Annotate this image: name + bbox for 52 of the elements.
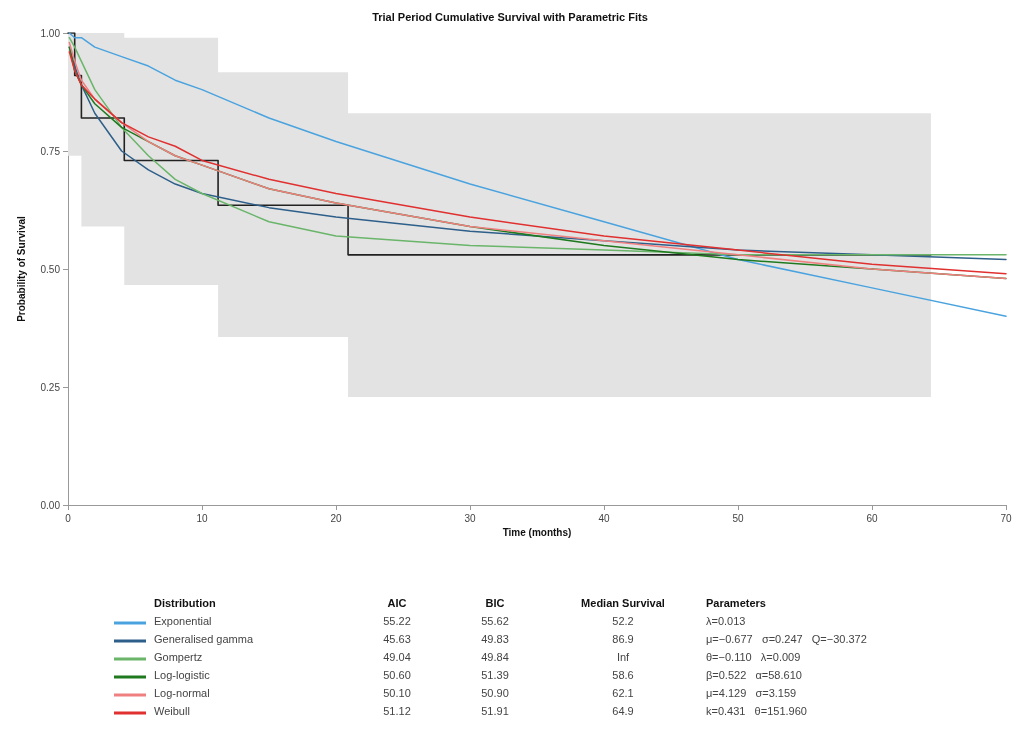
legend-title: Distribution	[153, 596, 217, 611]
text: Parameters	[705, 596, 767, 611]
y-tick-label: 0.00	[40, 499, 61, 511]
text: AIC	[386, 596, 408, 611]
text: 51.12	[382, 704, 412, 719]
text: 51.39	[480, 668, 510, 683]
x-tick-label: 20	[330, 512, 342, 524]
text: Inf	[615, 650, 631, 665]
legend-label: Generalised gamma	[153, 632, 255, 647]
x-tick-label: 40	[598, 512, 610, 524]
x-tick-label: 50	[732, 512, 744, 524]
text: 49.04	[382, 650, 412, 665]
legend-label: Exponential	[153, 614, 213, 629]
x-axis-title: Time (months)	[502, 527, 572, 539]
text: 55.22	[382, 614, 412, 629]
text: β=0.522 α=58.610	[705, 668, 803, 683]
x-tick-label: 70	[1000, 512, 1012, 524]
text: 45.63	[382, 632, 412, 647]
text: θ=−0.110 λ=0.009	[705, 650, 802, 665]
text: 49.83	[480, 632, 510, 647]
text: 64.9	[611, 704, 635, 719]
x-tick-label: 60	[866, 512, 878, 524]
text: 50.10	[382, 686, 412, 701]
legend-label: Log-normal	[153, 686, 211, 701]
x-tick-label: 0	[65, 512, 72, 524]
text: 51.91	[480, 704, 510, 719]
text: Median Survival	[580, 596, 666, 611]
text: k=0.431 θ=151.960	[705, 704, 808, 719]
text: 86.9	[611, 632, 635, 647]
text: 50.60	[382, 668, 412, 683]
text: μ=−0.677 σ=0.247 Q=−30.372	[705, 632, 868, 647]
legend-label: Gompertz	[153, 650, 204, 665]
legend-label: Weibull	[153, 704, 191, 719]
x-tick-label: 10	[196, 512, 208, 524]
text: 62.1	[611, 686, 635, 701]
y-tick-label: 0.75	[40, 145, 61, 157]
text: 52.2	[611, 614, 635, 629]
text: λ=0.013	[705, 614, 747, 629]
text: BIC	[484, 596, 506, 611]
text: 58.6	[611, 668, 635, 683]
text: 55.62	[480, 614, 510, 629]
y-axis-title: Probability of Survival	[15, 215, 27, 322]
chart-title: Trial Period Cumulative Survival with Parametric Fits	[372, 10, 648, 23]
y-tick-label: 0.25	[40, 381, 61, 393]
x-tick-label: 30	[464, 512, 476, 524]
legend-label: Log-logistic	[153, 668, 211, 683]
y-tick-label: 1.00	[40, 27, 61, 39]
line-series	[68, 32, 1007, 317]
text: 49.84	[480, 650, 510, 665]
y-tick-label: 0.50	[40, 263, 61, 275]
text: 50.90	[480, 686, 510, 701]
text: μ=4.129 σ=3.159	[705, 686, 798, 701]
